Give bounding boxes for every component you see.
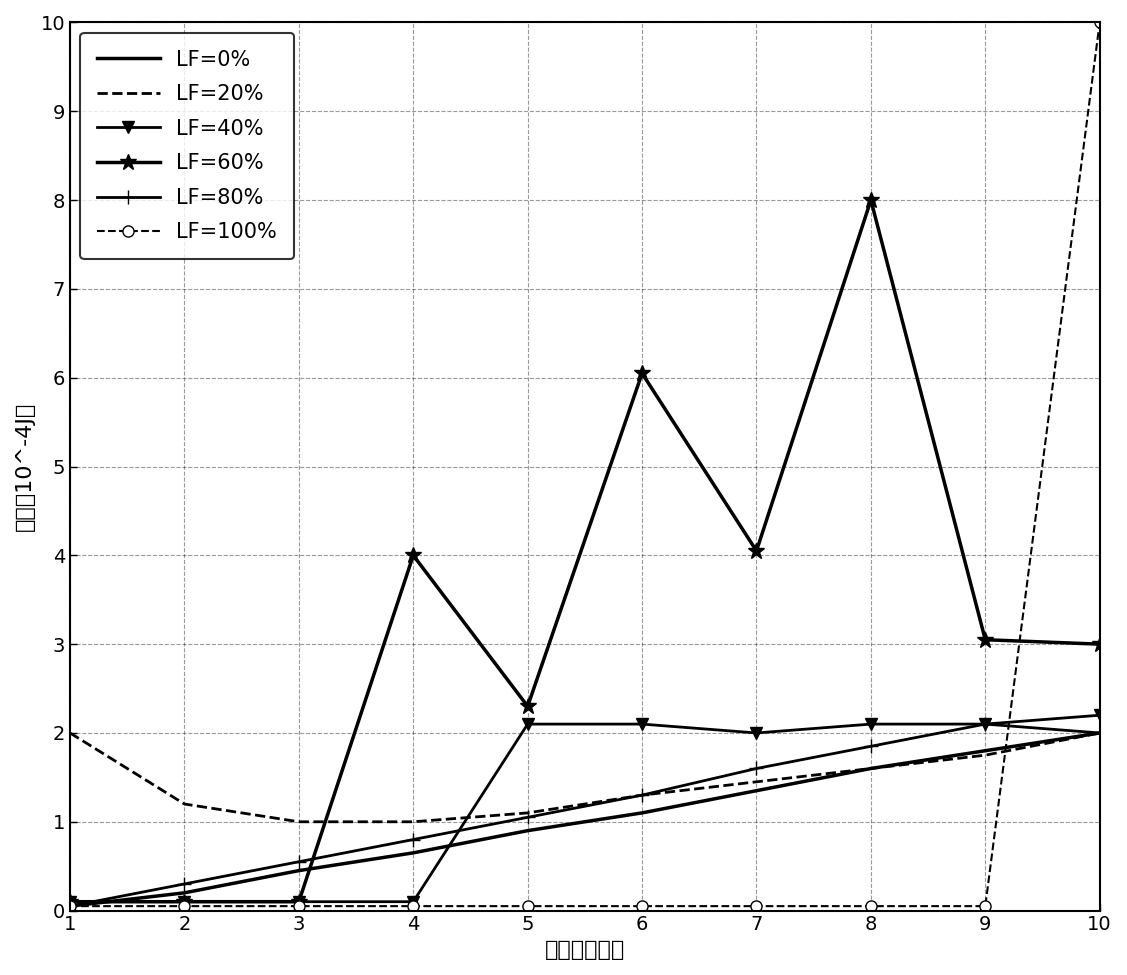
LF=80%	[63, 900, 77, 912]
LF=60%	[1093, 639, 1107, 650]
Legend: LF=0%, LF=20%, LF=40%, LF=60%, LF=80%, LF=100%: LF=0%, LF=20%, LF=40%, LF=60%, LF=80%, L…	[80, 33, 294, 259]
LF=100%	[1093, 17, 1107, 28]
LF=100%	[292, 900, 305, 912]
LF=80%	[521, 811, 534, 823]
LF=60%	[407, 550, 420, 562]
LF=0%	[978, 745, 992, 757]
LF=0%	[178, 887, 192, 899]
LF=80%	[636, 790, 649, 801]
LF=0%	[1093, 727, 1107, 739]
LF=40%	[178, 896, 192, 908]
LF=0%	[749, 785, 763, 797]
LF=100%	[63, 900, 77, 912]
LF=20%	[636, 790, 649, 801]
LF=20%	[178, 799, 192, 810]
LF=20%	[521, 807, 534, 819]
LF=20%	[63, 727, 77, 739]
LF=60%	[864, 194, 878, 206]
LF=20%	[749, 776, 763, 788]
LF=60%	[63, 896, 77, 908]
LF=100%	[864, 900, 878, 912]
LF=40%	[749, 727, 763, 739]
LF=80%	[1093, 727, 1107, 739]
LF=80%	[749, 762, 763, 774]
LF=80%	[178, 878, 192, 890]
LF=100%	[978, 900, 992, 912]
LF=60%	[636, 368, 649, 379]
LF=0%	[521, 825, 534, 837]
LF=60%	[749, 545, 763, 557]
LF=60%	[521, 700, 534, 712]
LF=20%	[978, 750, 992, 761]
LF=40%	[1093, 710, 1107, 722]
LF=100%	[636, 900, 649, 912]
LF=0%	[407, 847, 420, 859]
LF=40%	[864, 719, 878, 730]
LF=40%	[978, 719, 992, 730]
LF=40%	[636, 719, 649, 730]
LF=60%	[292, 896, 305, 908]
Line: LF=20%: LF=20%	[70, 733, 1100, 822]
LF=80%	[292, 856, 305, 868]
LF=60%	[178, 896, 192, 908]
LF=100%	[407, 900, 420, 912]
Line: LF=0%: LF=0%	[70, 733, 1100, 906]
LF=60%	[978, 634, 992, 645]
LF=80%	[864, 740, 878, 752]
X-axis label: 激活子帧个数: 激活子帧个数	[544, 940, 625, 960]
Line: LF=100%: LF=100%	[64, 17, 1106, 912]
LF=100%	[178, 900, 192, 912]
LF=0%	[292, 865, 305, 877]
LF=80%	[407, 834, 420, 845]
Line: LF=40%: LF=40%	[64, 709, 1106, 908]
LF=20%	[864, 762, 878, 774]
Y-axis label: 能耗（10^-4J）: 能耗（10^-4J）	[15, 402, 35, 531]
LF=20%	[292, 816, 305, 828]
Line: LF=60%: LF=60%	[62, 192, 1108, 910]
LF=100%	[521, 900, 534, 912]
LF=40%	[521, 719, 534, 730]
LF=0%	[63, 900, 77, 912]
LF=40%	[407, 896, 420, 908]
LF=0%	[636, 807, 649, 819]
LF=20%	[1093, 727, 1107, 739]
LF=40%	[292, 896, 305, 908]
LF=100%	[749, 900, 763, 912]
LF=20%	[407, 816, 420, 828]
LF=80%	[978, 719, 992, 730]
LF=40%	[63, 896, 77, 908]
Line: LF=80%: LF=80%	[63, 718, 1107, 913]
LF=0%	[864, 762, 878, 774]
